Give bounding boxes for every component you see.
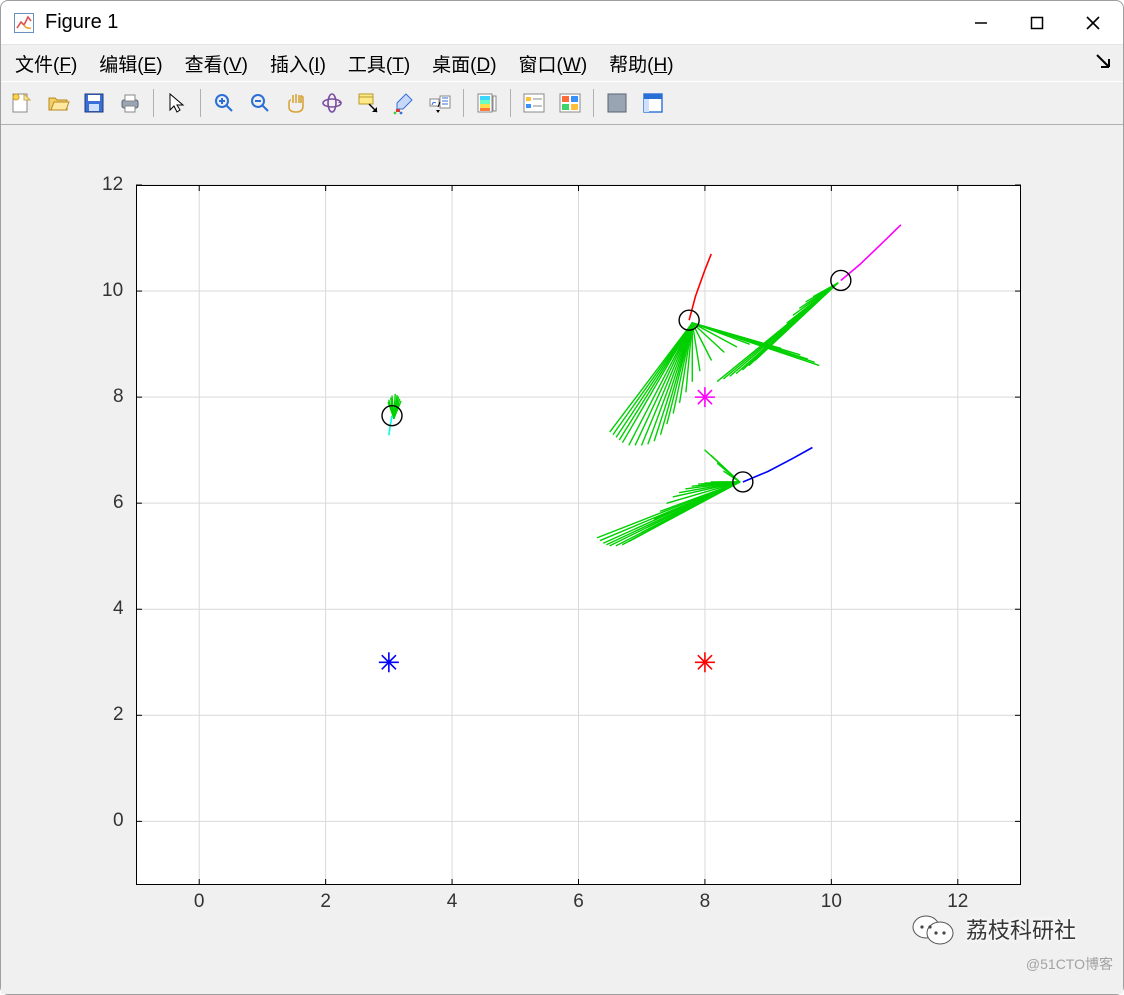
- menubar: 文件(F) 编辑(E) 查看(V) 插入(I) 工具(T) 桌面(D) 窗口(W) 帮助(H): [1, 45, 1123, 81]
- ytick-label: 6: [113, 492, 124, 514]
- ytick-label: 4: [113, 598, 124, 620]
- xtick-label: 10: [821, 891, 842, 913]
- star-marker: [695, 652, 715, 672]
- axes[interactable]: [136, 185, 1021, 885]
- figure-window: Figure 1 文件(F) 编辑(E) 查看(V) 插入(I) 工具(T) 桌面(D) 窗…: [0, 0, 1124, 995]
- watermark-sub: @51CTO博客: [1026, 954, 1113, 974]
- new-figure-button[interactable]: [5, 86, 39, 120]
- print-button[interactable]: [113, 86, 147, 120]
- minimize-button[interactable]: [953, 1, 1009, 45]
- xtick-label: 6: [573, 891, 584, 913]
- zoom-in-button[interactable]: [207, 86, 241, 120]
- ytick-label: 10: [102, 280, 123, 302]
- insert-colorbar-button[interactable]: [470, 86, 504, 120]
- figure-body: 荔枝科研社 @51CTO博客 0 2 4 6 8 10 12 0 2 4 6 8 10 12: [1, 125, 1123, 994]
- xtick-label: 8: [700, 891, 711, 913]
- ytick-label: 2: [113, 704, 124, 726]
- ytick-label: 8: [113, 386, 124, 408]
- toolbar-separator: [200, 89, 201, 117]
- menu-w[interactable]: 窗口(W): [515, 48, 592, 79]
- save-button[interactable]: [77, 86, 111, 120]
- plot-canvas: [136, 185, 1021, 885]
- toolbar: [1, 81, 1123, 125]
- xtick-label: 0: [194, 891, 205, 913]
- pointer-button[interactable]: [160, 86, 194, 120]
- menu-i[interactable]: 插入(I): [266, 48, 330, 79]
- rotate-3d-button[interactable]: [315, 86, 349, 120]
- menu-v[interactable]: 查看(V): [181, 48, 252, 79]
- menu-d[interactable]: 桌面(D): [428, 48, 500, 79]
- xtick-label: 2: [320, 891, 331, 913]
- matlab-icon: [13, 12, 35, 34]
- legend-button[interactable]: [517, 86, 551, 120]
- menu-e[interactable]: 编辑(E): [95, 48, 166, 79]
- watermark: 荔枝科研社 @51CTO博客: [863, 884, 1123, 974]
- xtick-label: 4: [447, 891, 458, 913]
- titlebar: Figure 1: [1, 1, 1123, 45]
- xtick-label: 12: [947, 891, 968, 913]
- link-data-button[interactable]: [423, 86, 457, 120]
- ytick-label: 0: [113, 810, 124, 832]
- toolbar-separator: [153, 89, 154, 117]
- menu-f[interactable]: 文件(F): [11, 48, 81, 79]
- hide-plot-tools-button[interactable]: [600, 86, 634, 120]
- data-cursor-button[interactable]: [351, 86, 385, 120]
- maximize-button[interactable]: [1009, 1, 1065, 45]
- window-title: Figure 1: [45, 11, 118, 34]
- toolbar-separator: [463, 89, 464, 117]
- menu-h[interactable]: 帮助(H): [605, 48, 677, 79]
- watermark-text: 荔枝科研社: [966, 913, 1076, 945]
- star-marker: [379, 652, 399, 672]
- close-button[interactable]: [1065, 1, 1121, 45]
- toolbar-separator: [510, 89, 511, 117]
- open-button[interactable]: [41, 86, 75, 120]
- undock-icon[interactable]: [1093, 51, 1115, 73]
- pan-button[interactable]: [279, 86, 313, 120]
- brush-button[interactable]: [387, 86, 421, 120]
- star-marker: [695, 387, 715, 407]
- show-plot-tools-button[interactable]: [636, 86, 670, 120]
- subplot-tool-button[interactable]: [553, 86, 587, 120]
- toolbar-separator: [593, 89, 594, 117]
- zoom-out-button[interactable]: [243, 86, 277, 120]
- menu-t[interactable]: 工具(T): [344, 48, 414, 79]
- ytick-label: 12: [102, 174, 123, 196]
